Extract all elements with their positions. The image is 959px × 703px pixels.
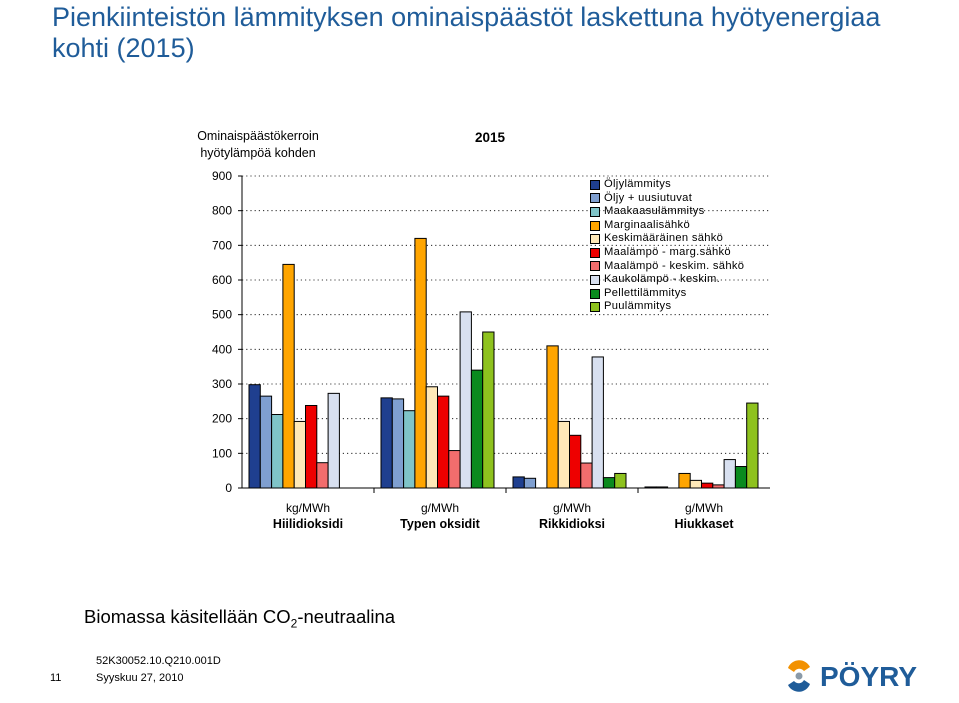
x-category-label: Rikkidioksi	[539, 517, 605, 531]
bar	[259, 395, 273, 489]
bar	[271, 414, 284, 489]
legend-item: Keskimääräinen sähkö	[590, 232, 780, 246]
bar	[591, 356, 604, 489]
legend-swatch	[590, 220, 600, 231]
y-tick-label: 800	[212, 204, 232, 218]
axes	[238, 175, 770, 493]
legend-swatch	[590, 206, 600, 217]
y-tick-label: 0	[225, 481, 232, 495]
bar	[602, 477, 616, 489]
bar	[403, 410, 416, 489]
legend-item: Maalämpö - marg.sähkö	[590, 246, 780, 260]
bar	[248, 384, 261, 489]
bar	[746, 402, 759, 489]
legend-swatch	[590, 288, 600, 299]
bar	[482, 331, 495, 489]
legend-item: Öljy + uusiutuvat	[590, 192, 780, 206]
footnote-subscript: 2	[290, 616, 298, 631]
y-tick-label: 300	[212, 377, 232, 391]
bar	[305, 404, 318, 489]
legend-label: Puulämmitys	[604, 300, 672, 313]
legend-label: Kaukolämpö - keskim.	[604, 273, 721, 286]
document-id: 52K30052.10.Q210.001D	[96, 655, 221, 667]
bar	[448, 450, 461, 489]
legend-label: Pellettilämmitys	[604, 286, 687, 299]
footnote: Biomassa käsitellään CO2-neutraalina	[84, 606, 395, 631]
legend-swatch	[590, 247, 600, 258]
logo-wordmark: PÖYRY	[820, 661, 917, 692]
legend-label: Öljy + uusiutuvat	[604, 191, 693, 204]
legend-label: Marginaalisähkö	[604, 218, 690, 231]
legend-item: Puulämmitys	[590, 300, 780, 314]
legend-item: Öljylämmitys	[590, 178, 780, 192]
x-unit-label: kg/MWh	[286, 501, 330, 515]
bar	[569, 434, 582, 489]
y-tick-label: 900	[212, 169, 232, 183]
bar	[678, 472, 691, 489]
y-tick-label: 400	[212, 342, 232, 356]
y-axis-title: Ominaispäästökerroin hyötylämpöä kohden	[197, 129, 319, 160]
legend-label: Maakaasulämmitys	[604, 205, 705, 218]
legend-item: Pellettilämmitys	[590, 287, 780, 301]
document-date: Syyskuu 27, 2010	[96, 672, 184, 684]
page-number: 11	[50, 672, 62, 684]
bar	[316, 462, 329, 489]
bar	[723, 459, 736, 489]
footnote-text: Biomassa käsitellään CO	[84, 606, 291, 627]
footnote-text-rest: -neutraalina	[297, 606, 396, 627]
bar	[546, 345, 559, 489]
bar	[523, 477, 537, 489]
legend-swatch	[590, 302, 600, 313]
bar	[414, 237, 427, 489]
bar	[425, 386, 439, 489]
bar	[327, 392, 340, 489]
legend-swatch	[590, 274, 600, 285]
legend-swatch	[590, 179, 600, 190]
x-unit-label: g/MWh	[421, 501, 459, 515]
x-category-label: Hiukkaset	[674, 517, 734, 531]
bar	[701, 482, 714, 489]
bar	[437, 395, 450, 489]
poyry-logo: PÖYRY	[788, 660, 917, 692]
legend-label: Maalämpö - keskim. sähkö	[604, 259, 745, 272]
y-tick-label: 200	[212, 412, 232, 426]
legend-item: Marginaalisähkö	[590, 219, 780, 233]
y-tick-label: 500	[212, 308, 232, 322]
legend-item: Maalämpö - keskim. sähkö	[590, 260, 780, 274]
slide-title: Pienkiinteistön lämmityksen ominaispääst…	[52, 2, 881, 63]
y-tick-label: 600	[212, 273, 232, 287]
chart-title: 2015	[474, 130, 506, 145]
bar	[391, 398, 405, 489]
x-unit-label: g/MWh	[685, 501, 723, 515]
chart-legend: Öljylämmitys Öljy + uusiutuvat Maakaasuläm…	[590, 178, 780, 314]
bar	[734, 466, 748, 489]
x-category-label: Typen oksidit	[400, 517, 480, 531]
legend-swatch	[590, 234, 600, 245]
y-tick-label: 100	[212, 446, 232, 460]
bar	[293, 420, 307, 489]
bar	[614, 472, 627, 489]
bar	[380, 397, 393, 489]
bar	[557, 420, 571, 489]
x-category-label: Hiilidioksidi	[273, 517, 343, 531]
legend-swatch	[590, 193, 600, 204]
legend-swatch	[590, 261, 600, 272]
bar	[459, 311, 472, 489]
bar	[512, 476, 525, 489]
logo-mark-icon	[788, 660, 810, 692]
legend-label: Maalämpö - marg.sähkö	[604, 245, 731, 258]
legend-item: Maakaasulämmitys	[590, 205, 780, 219]
bar	[470, 369, 484, 489]
legend-label: Keskimääräinen sähkö	[604, 232, 724, 245]
bar	[689, 479, 703, 489]
bar	[282, 263, 295, 489]
legend-item: Kaukolämpö - keskim.	[590, 273, 780, 287]
axis-labels: 0 100 200 300 400 500 600 700 800 900 kg/MWh Hiilid…	[212, 169, 734, 531]
legend-label: Öljylämmitys	[604, 178, 671, 190]
x-unit-label: g/MWh	[553, 501, 591, 515]
y-tick-label: 700	[212, 238, 232, 252]
bar	[580, 462, 593, 489]
